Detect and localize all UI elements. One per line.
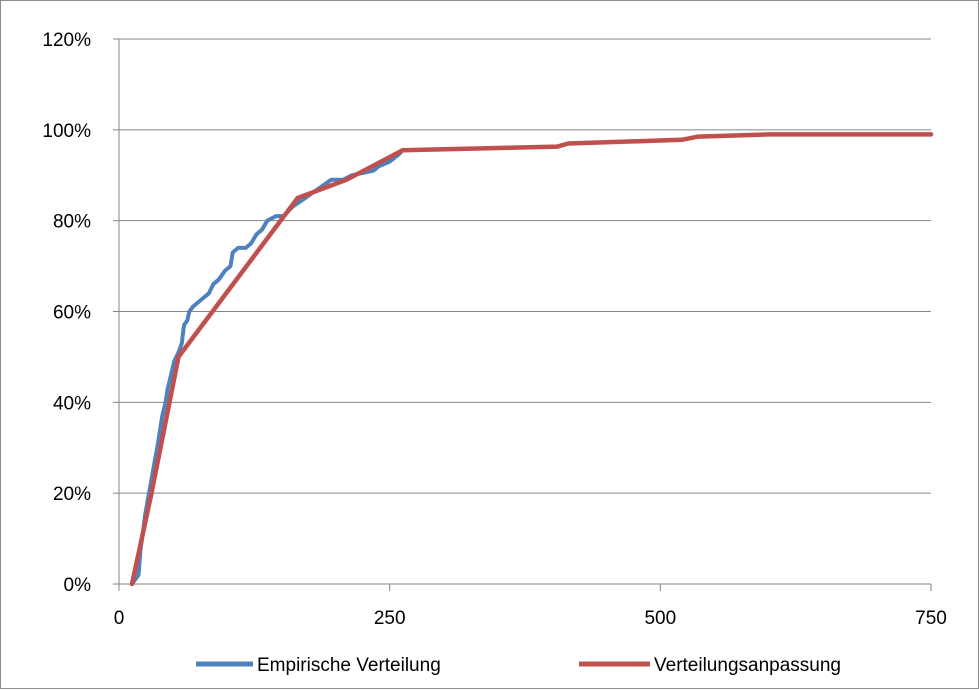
legend: Empirische Verteilung Verteilungsanpassun… — [196, 655, 841, 676]
y-tick-label: 80% — [53, 212, 91, 233]
y-tick-label: 20% — [53, 484, 91, 505]
gridlines — [119, 38, 931, 494]
series — [129, 132, 934, 587]
legend-label: Empirische Verteilung — [257, 655, 441, 676]
axes — [118, 39, 931, 585]
y-tick-label: 60% — [53, 303, 91, 324]
x-tick-label: 0 — [114, 608, 125, 629]
y-tick-label: 0% — [64, 575, 92, 596]
y-tick-label: 40% — [53, 393, 91, 414]
legend-label: Verteilungsanpassung — [654, 655, 841, 676]
series-line-empirische-verteilung — [130, 148, 405, 586]
y-tick-label: 120% — [42, 30, 91, 51]
x-tick-label: 500 — [644, 608, 676, 629]
y-axis-ticks: 0% 20% 40% 60% 80% 100% 120% — [42, 30, 119, 596]
y-tick-label: 100% — [42, 121, 91, 142]
x-axis-ticks: 0 250 500 750 — [114, 584, 947, 629]
x-tick-label: 250 — [374, 608, 406, 629]
series-line-verteilungsanpassung — [129, 132, 934, 587]
x-tick-label: 750 — [915, 608, 947, 629]
